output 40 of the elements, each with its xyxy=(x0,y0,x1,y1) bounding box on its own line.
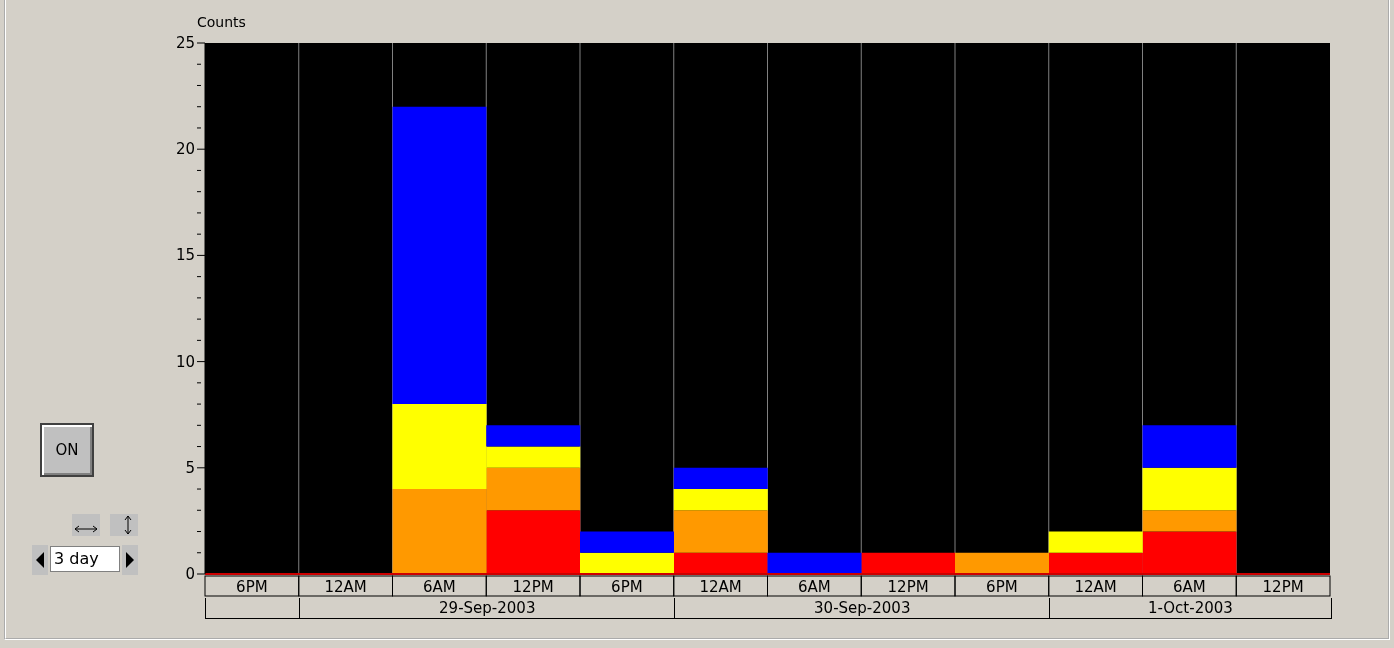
bar xyxy=(392,106,487,405)
toggle-button: ON xyxy=(40,423,94,477)
x-tick-label: 6PM xyxy=(236,578,268,596)
text: 29-Sep-2003 xyxy=(298,598,675,618)
x-tick-label: 12PM xyxy=(1262,578,1304,596)
y-tick-label: 10 xyxy=(175,352,195,371)
bar xyxy=(486,510,581,574)
y-axis-title: Counts xyxy=(197,14,246,30)
x-tick-label: 12AM xyxy=(699,578,742,596)
y-tick-label: 25 xyxy=(175,34,195,52)
bar xyxy=(767,552,862,574)
y-tick-label: 20 xyxy=(175,140,195,159)
bar xyxy=(1048,531,1143,553)
y-tick-label: 5 xyxy=(185,458,195,477)
text: 1-Oct-2003 xyxy=(1048,598,1331,618)
x-tick-label: 12PM xyxy=(512,578,554,596)
text-field: 3 day xyxy=(50,546,120,572)
x-tick-label: 12PM xyxy=(887,578,929,596)
bar xyxy=(1142,510,1237,532)
bar xyxy=(1142,425,1237,468)
x-tick-label: 12AM xyxy=(324,578,367,596)
bar xyxy=(673,489,768,511)
bar xyxy=(580,531,674,553)
bar xyxy=(1142,467,1237,511)
bar xyxy=(861,552,956,574)
bar xyxy=(673,467,768,490)
bar xyxy=(673,552,768,574)
y-tick-label: 0 xyxy=(185,565,195,583)
bar xyxy=(486,425,581,447)
text: 30-Sep-2003 xyxy=(673,598,1050,618)
x-tick-label: 6PM xyxy=(611,578,643,596)
x-tick-label: 6AM xyxy=(1173,578,1206,596)
x-tick-label: 6PM xyxy=(986,578,1018,596)
bar xyxy=(580,552,674,574)
x-tick-label: 6AM xyxy=(798,578,831,596)
bar xyxy=(955,552,1049,574)
bar xyxy=(673,510,768,553)
y-tick-label: 15 xyxy=(175,246,195,265)
x-tick-label: 6AM xyxy=(423,578,456,596)
x-tick-label: 12AM xyxy=(1074,578,1117,596)
